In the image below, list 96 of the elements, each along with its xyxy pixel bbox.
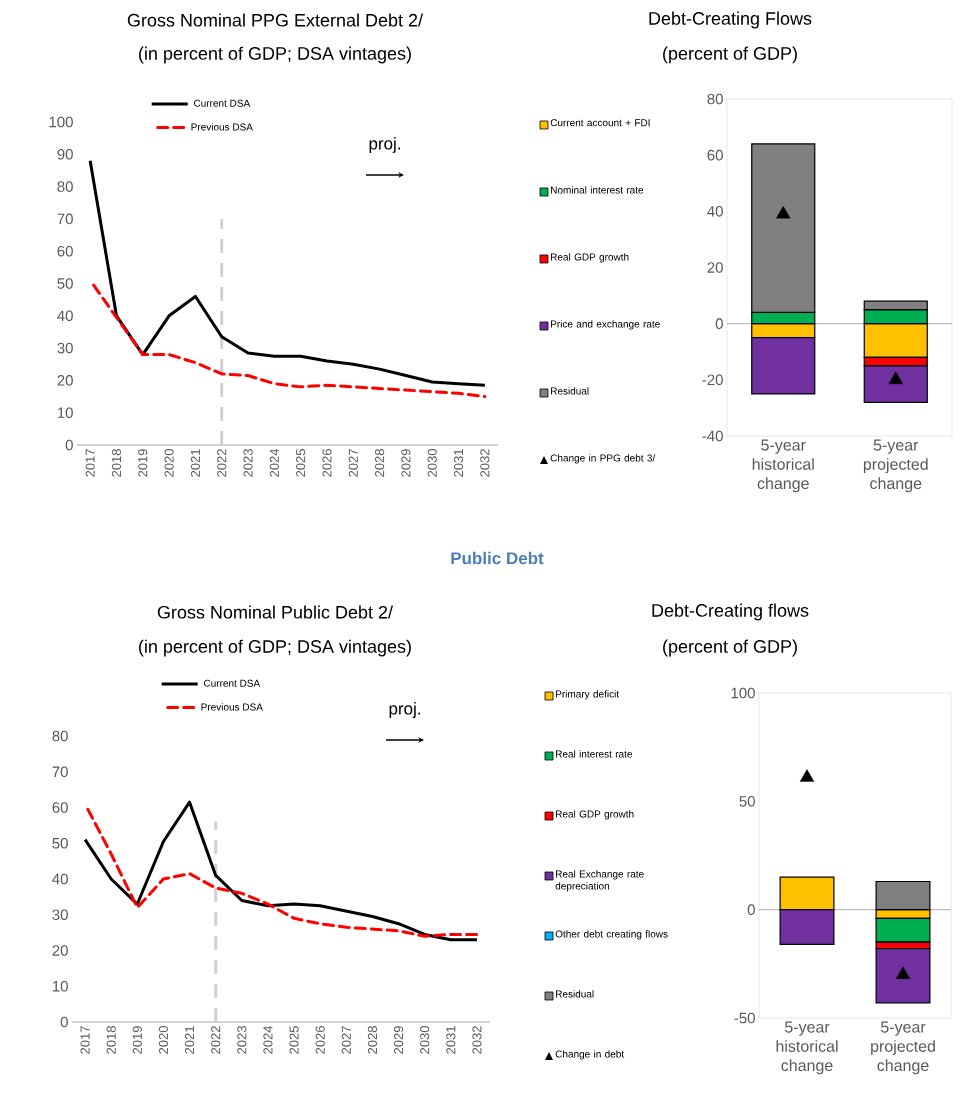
x-tick-label: 2017 [80, 1026, 90, 1054]
x-tick-label: 5-year historical change [752, 439, 814, 493]
x-tick-label: 2030 [427, 449, 437, 477]
text: Public Debt [451, 551, 544, 565]
legend-label: Current account + FDI [550, 119, 650, 127]
chart-subtitle: (percent of GDP) [663, 46, 797, 64]
x-tick-label: 5-year historical change [776, 1021, 838, 1075]
x-tick-label: 2028 [374, 449, 385, 477]
x-tick-label: 2019 [138, 449, 148, 477]
y-tick-label: 80 [707, 93, 723, 105]
x-tick-label: 2017 [85, 449, 95, 477]
x-tick-label: 2026 [315, 1026, 325, 1054]
legend-label: Real GDP growth [551, 253, 629, 263]
legend-label: Primary deficit [556, 690, 620, 700]
chart-title: Debt-Creating flows [652, 603, 809, 621]
annotation: proj. [369, 137, 400, 153]
x-tick-label: 2030 [420, 1026, 430, 1054]
y-tick-label: 30 [52, 909, 68, 921]
x-tick-label: 2022 [211, 1026, 221, 1054]
legend-label: Previous DSA [191, 123, 253, 131]
legend-label: Change in PPG debt 3/ [550, 454, 656, 464]
legend-label: Real Exchange rate depreciation [555, 870, 644, 892]
y-tick-label: 100 [731, 687, 755, 699]
x-tick-label: 2025 [296, 449, 306, 477]
y-tick-label: 40 [52, 873, 68, 885]
x-tick-label: 2018 [106, 1026, 116, 1054]
y-tick-label: -40 [702, 430, 723, 442]
legend-label: Real interest rate [556, 750, 633, 758]
y-tick-label: 50 [739, 796, 755, 807]
x-tick-label: 2023 [237, 1026, 247, 1054]
y-tick-label: 80 [57, 181, 73, 192]
legend-label: Current DSA [203, 679, 261, 687]
x-tick-label: 5-year projected change [863, 439, 928, 493]
x-tick-label: 2029 [401, 449, 411, 477]
x-tick-label: 2027 [341, 1026, 351, 1054]
y-tick-label: 10 [52, 980, 68, 992]
legend-label: Residual [551, 387, 589, 395]
y-tick-label: 40 [707, 206, 723, 217]
legend-label: Change in debt [555, 1050, 625, 1060]
y-tick-label: -50 [734, 1012, 755, 1024]
y-tick-label: -20 [702, 374, 723, 386]
y-tick-label: 100 [49, 116, 73, 128]
legend-label: Nominal interest rate [551, 186, 644, 194]
y-tick-label: 0 [60, 1016, 68, 1028]
x-tick-label: 2032 [480, 449, 490, 477]
x-tick-label: 2027 [348, 449, 358, 477]
x-tick-label: 2022 [217, 449, 227, 477]
x-tick-label: 2020 [164, 449, 174, 477]
x-tick-label: 2021 [190, 449, 201, 477]
y-tick-label: 50 [52, 837, 68, 849]
y-tick-label: 10 [57, 407, 73, 419]
x-tick-label: 2019 [132, 1026, 142, 1054]
y-tick-label: 40 [57, 310, 73, 322]
legend-label: Residual [556, 990, 594, 998]
x-tick-label: 2020 [158, 1026, 169, 1054]
x-tick-label: 2032 [472, 1026, 482, 1054]
y-tick-label: 20 [57, 375, 73, 386]
x-tick-label: 2025 [289, 1026, 299, 1054]
legend-label: Other debt creating flows [555, 930, 668, 940]
y-tick-label: 20 [52, 945, 68, 956]
y-tick-label: 0 [747, 904, 755, 915]
legend-label: Price and exchange rate [551, 320, 660, 330]
line-series [88, 159, 487, 387]
y-tick-label: 50 [57, 278, 73, 289]
y-tick-label: 0 [715, 318, 723, 329]
y-tick-label: 60 [57, 245, 73, 257]
chart-subtitle: (in percent of GDP; DSA vintages) [139, 639, 411, 657]
x-tick-label: 2028 [367, 1026, 378, 1054]
x-tick-label: 2029 [393, 1026, 404, 1054]
y-tick-label: 0 [65, 439, 73, 451]
y-tick-label: 90 [57, 149, 73, 160]
x-tick-label: 2024 [263, 1025, 273, 1054]
y-tick-label: 70 [52, 766, 68, 778]
y-tick-label: 60 [52, 802, 68, 813]
legend-label: Current DSA [194, 99, 251, 107]
x-tick-label: 2018 [111, 449, 122, 477]
y-tick-label: 70 [57, 213, 73, 225]
x-tick-label: 2026 [322, 449, 332, 477]
x-tick-label: 2031 [446, 1026, 456, 1054]
text: proj. [389, 702, 420, 718]
chart-subtitle: (percent of GDP) [663, 639, 797, 657]
chart-title: Gross Nominal PPG External Debt 2/ [127, 13, 424, 27]
x-tick-label: 5-year projected change [871, 1021, 935, 1075]
y-tick-label: 80 [52, 730, 68, 742]
y-tick-label: 20 [707, 262, 723, 273]
x-tick-label: 2023 [243, 449, 253, 477]
x-tick-label: 2031 [453, 449, 464, 477]
y-tick-label: 30 [57, 342, 73, 354]
x-tick-label: 2021 [184, 1026, 195, 1054]
chart-subtitle: (in percent of GDP; DSA vintages) [139, 46, 411, 64]
x-tick-label: 2024 [269, 448, 279, 477]
y-tick-label: 60 [707, 149, 723, 161]
legend-label: Previous DSA [201, 703, 263, 711]
chart-title: Gross Nominal Public Debt 2/ [157, 605, 393, 619]
legend-label: Real GDP growth [556, 810, 634, 820]
chart-title: Debt-Creating Flows [649, 11, 812, 29]
